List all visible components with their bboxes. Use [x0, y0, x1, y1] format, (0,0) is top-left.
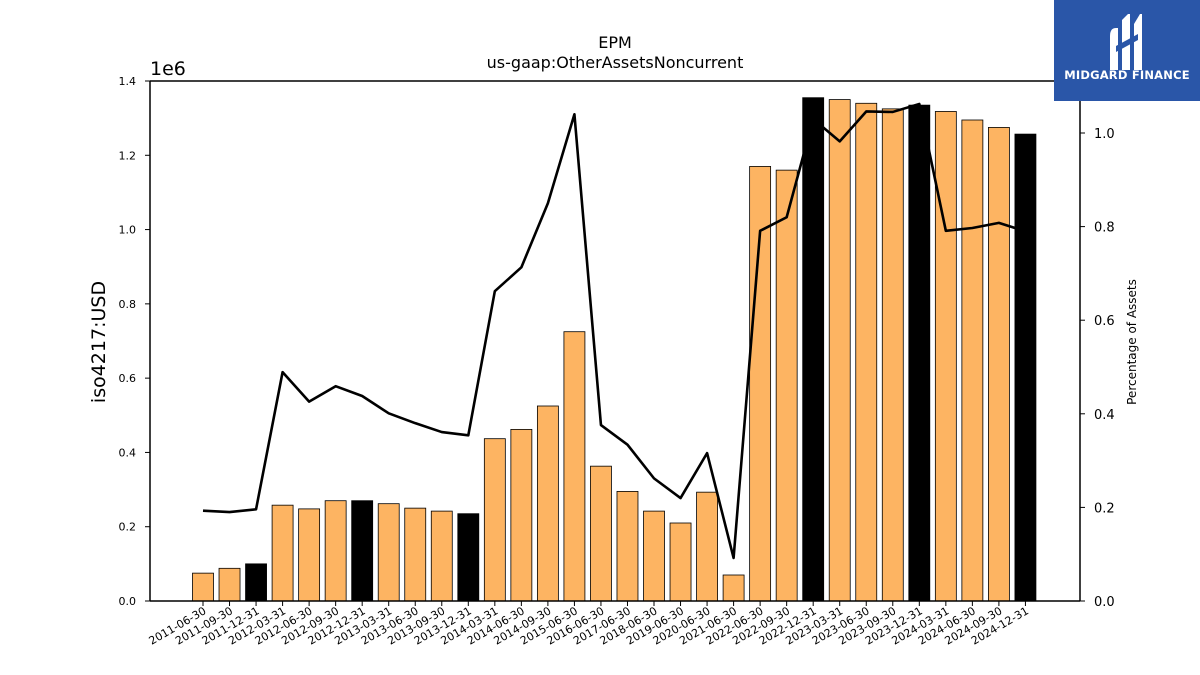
y-tick-label: 0.4: [119, 446, 137, 459]
chart-subtitle: us-gaap:OtherAssetsNoncurrent: [487, 53, 744, 72]
bar: [245, 563, 267, 602]
bar: [430, 510, 453, 602]
y-tick-label: 0.0: [119, 595, 137, 608]
brand-logo: MIDGARD FINANCE: [1054, 0, 1200, 101]
y-tick-label: 0.8: [119, 298, 137, 311]
bar: [271, 504, 294, 602]
bar: [988, 127, 1010, 602]
bar: [696, 491, 718, 602]
bar: [218, 567, 241, 602]
y2-tick-label: 1.0: [1094, 127, 1115, 142]
bar: [510, 428, 533, 602]
bar: [563, 331, 586, 602]
bar: [616, 491, 639, 602]
series-line: [202, 102, 1026, 560]
bar: [722, 574, 745, 602]
bar: [377, 503, 400, 602]
line-series: [202, 102, 1026, 560]
chart-title: EPM: [598, 33, 632, 52]
bar: [457, 513, 480, 602]
y-tick-label: 1.0: [119, 224, 137, 237]
bar: [351, 500, 374, 602]
bar: [881, 108, 904, 602]
bar: [1014, 133, 1037, 602]
bar: [961, 119, 984, 602]
y2-tick-label: 0.2: [1094, 501, 1115, 516]
bar: [590, 465, 612, 602]
bar: [404, 507, 427, 602]
midgard-logo-icon: [1110, 14, 1142, 70]
bar-series: [192, 97, 1037, 602]
y2-tick-label: 0.4: [1094, 408, 1115, 423]
bar: [643, 510, 665, 602]
bar: [483, 438, 506, 602]
y-offset-label: 1e6: [150, 58, 186, 80]
brand-name: MIDGARD FINANCE: [1064, 68, 1190, 82]
bar: [536, 405, 559, 602]
bar: [324, 500, 347, 602]
bar: [828, 99, 851, 602]
bar: [855, 102, 878, 602]
y2-tick-label: 0.0: [1094, 595, 1115, 610]
y-tick-label: 1.2: [119, 149, 137, 162]
y-axis-label: iso4217:USD: [88, 281, 110, 403]
bar: [298, 508, 321, 602]
y2-tick-label: 0.6: [1094, 314, 1115, 329]
y-tick-label: 0.2: [119, 521, 137, 534]
bar: [192, 572, 214, 602]
bar: [908, 104, 931, 602]
y-tick-label: 0.6: [119, 372, 137, 385]
bar: [775, 169, 798, 602]
y2-tick-label: 0.8: [1094, 221, 1115, 236]
bar: [934, 111, 957, 602]
y2-axis-label: Percentage of Assets: [1125, 279, 1139, 405]
bar: [802, 97, 825, 602]
y-tick-label: 1.4: [119, 75, 137, 88]
bar: [669, 522, 692, 602]
axes: [145, 80, 1085, 606]
